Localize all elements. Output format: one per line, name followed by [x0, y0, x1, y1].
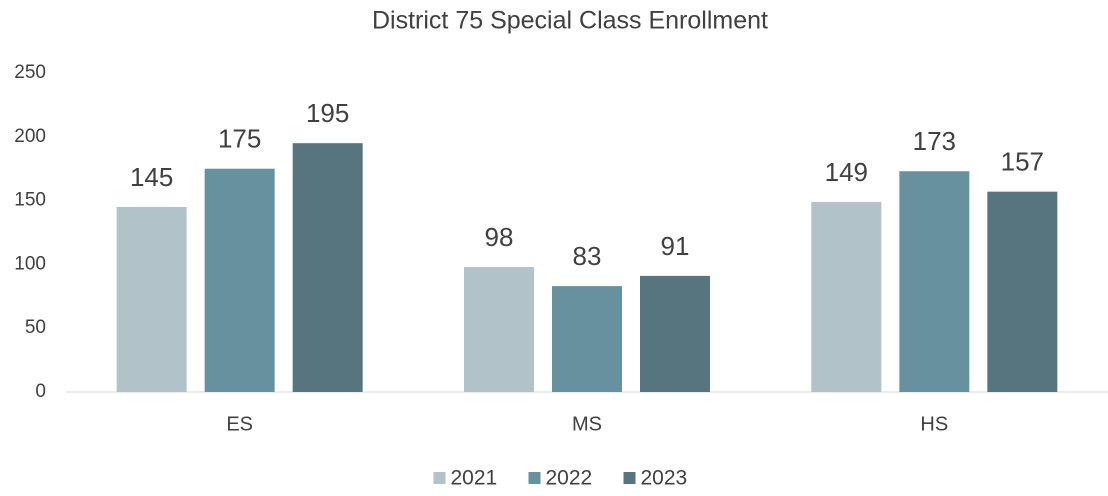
data-label: 175: [218, 124, 261, 154]
bar: [987, 191, 1058, 392]
bar: [640, 275, 710, 392]
bar: [811, 201, 882, 392]
legend-swatch: [623, 472, 636, 484]
data-label: 145: [130, 162, 173, 192]
y-tick-label: 100: [14, 253, 46, 274]
y-tick-label: 200: [14, 126, 46, 147]
legend-swatch: [528, 472, 541, 484]
y-tick-label: 250: [14, 62, 46, 83]
bar: [116, 206, 187, 392]
bar: [464, 266, 534, 392]
legend-label: 2021: [451, 467, 498, 490]
legend-swatch: [433, 472, 446, 484]
x-tick-label: ES: [226, 413, 253, 435]
y-tick-label: 150: [14, 190, 46, 211]
bar: [899, 171, 970, 392]
bar: [204, 168, 275, 392]
data-label: 195: [306, 98, 349, 128]
x-tick-label: MS: [572, 413, 602, 435]
x-tick-label: HS: [920, 413, 948, 435]
bar: [552, 286, 622, 392]
data-label: 98: [485, 222, 514, 252]
legend-label: 2022: [546, 467, 593, 490]
chart-title: District 75 Special Class Enrollment: [372, 7, 768, 35]
y-tick-label: 50: [25, 317, 46, 338]
data-label: 157: [1001, 147, 1044, 177]
legend-label: 2023: [641, 467, 688, 490]
data-label: 173: [913, 126, 956, 156]
y-tick-label: 0: [35, 381, 46, 402]
data-label: 83: [573, 241, 602, 271]
data-label: 91: [661, 231, 690, 261]
bar: [292, 143, 363, 392]
data-label: 149: [825, 157, 868, 187]
